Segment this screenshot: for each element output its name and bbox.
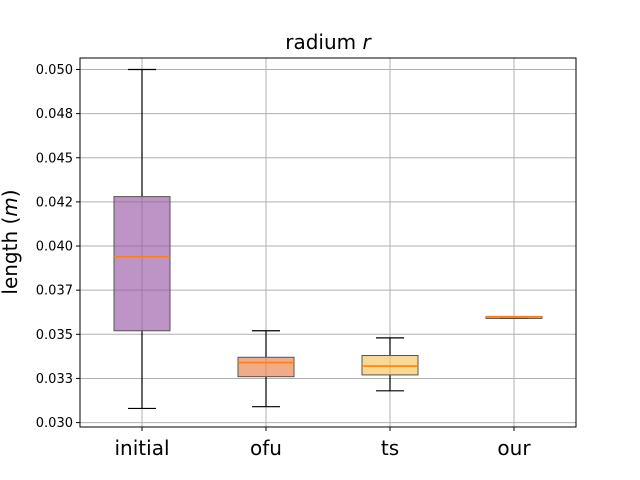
x-axis-ticks: initial ofu ts our [115,427,531,460]
y-tick-label: 0.042 [36,195,73,210]
y-tick-label: 0.037 [36,284,73,299]
y-tick-label: 0.035 [36,328,73,343]
y-axis-ticks: 0.030 0.033 0.035 0.037 0.040 0.042 0.045 0.048… [36,63,80,431]
plot-frame [79,57,577,428]
boxes-group [113,68,543,410]
x-tick-label: ts [381,436,399,460]
chart-title-var: r [363,30,373,54]
box-ts [361,337,419,392]
y-tick-label: 0.045 [36,151,73,166]
box-iqr [361,354,419,376]
box-iqr [113,196,171,332]
y-tick-label: 0.050 [36,63,73,78]
y-tick-label: 0.030 [36,416,73,431]
y-tick-label: 0.048 [36,107,73,122]
x-tick-label: our [497,436,531,460]
chart-title: radium r [285,30,372,54]
x-tick-label: ofu [250,436,282,460]
box-iqr [237,356,295,378]
chart-title-text: radium [285,30,356,54]
box-our [485,315,543,320]
y-axis-unit: m [0,197,22,216]
y-tick-label: 0.033 [36,372,73,387]
y-axis-label-text: length [0,231,22,295]
box-ofu [237,330,295,408]
box-initial [113,68,171,410]
y-tick-label: 0.040 [36,240,73,255]
x-tick-label: initial [115,436,170,460]
y-axis-label: length (m) [0,189,22,294]
